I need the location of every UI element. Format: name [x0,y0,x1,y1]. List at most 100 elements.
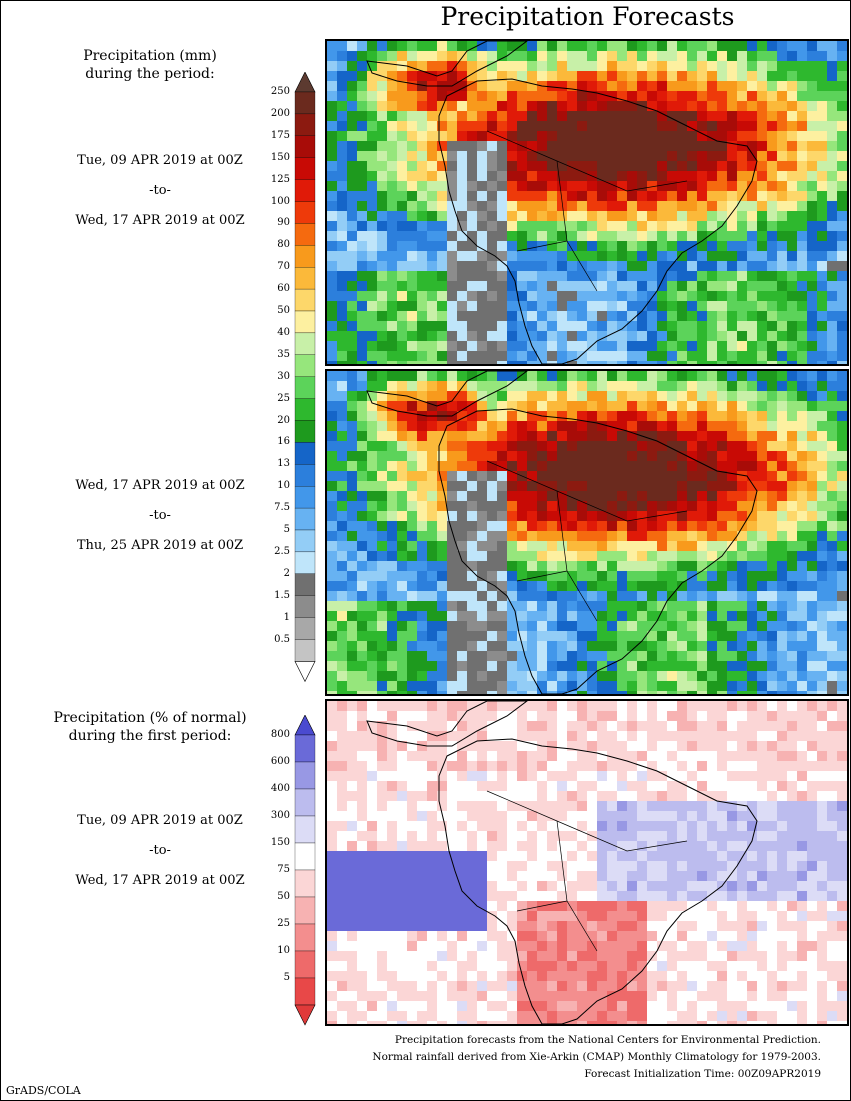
colorbar-swatch [294,91,316,115]
colorbar-swatch [294,617,316,640]
colorbar-swatch [294,310,316,334]
period3-end: Wed, 17 APR 2019 at 00Z [75,873,245,888]
legend-bottom-title-line2: during the first period: [68,728,232,744]
colorbar-swatch [294,734,316,763]
colorbar-tick-label: 10 [277,945,290,956]
period1-end: Wed, 17 APR 2019 at 00Z [75,213,245,228]
footer-line3: Forecast Initialization Time: 00Z09APR20… [584,1068,821,1080]
colorbar-swatch [294,923,316,952]
colorbar-swatch [294,179,316,202]
colorbar-tick-label: 50 [277,891,290,902]
colorbar-swatch [294,595,316,618]
colorbar-tick-label: 60 [277,283,290,295]
colorbar-swatch [294,376,316,399]
colorbar-tick-label: 300 [270,810,290,821]
colorbar-swatch [294,201,316,224]
map-panel-period2 [325,369,849,696]
colorbar-tick-label: 13 [277,458,290,470]
legend-bottom-title: Precipitation (% of normal) during the f… [30,709,270,745]
colorbar-swatch [294,223,316,246]
colorbar-tick-label: 35 [277,348,290,360]
period2-end: Thu, 25 APR 2019 at 00Z [76,538,244,553]
colorbar-bottom-arrow [294,1004,316,1026]
colorbar-tick-label: 1 [283,611,290,623]
colorbar-tick-label: 200 [270,107,290,119]
colorbar-swatch [294,288,316,312]
colorbar-swatch [294,442,316,465]
colorbar-tick-label: 70 [277,261,290,273]
colorbar-swatch [294,896,316,925]
colorbar-tick-label: 2.5 [274,545,290,557]
colorbar-tick-label: 150 [270,151,290,163]
colorbar-tick-label: 5 [283,524,290,535]
colorbar-tick-label: 400 [270,783,290,794]
percent-normal-map [327,701,847,1024]
colorbar-swatch [294,977,316,1006]
colorbar-tick-label: 150 [270,837,290,848]
colorbar-top-arrow [294,715,316,736]
colorbar-swatch [294,135,316,158]
colorbar-tick-label: 40 [277,326,290,338]
colorbar-tick-label: 10 [277,480,290,492]
colorbar-swatch [294,420,316,443]
colorbar-tick-label: 5 [283,972,290,983]
colorbar-tick-label: 125 [270,173,290,185]
colorbar-swatch [294,573,316,596]
percent-normal-colorbar [294,715,316,1026]
colorbar-swatch [294,398,316,421]
map-panel-percent-normal [325,699,849,1026]
colorbar-swatch [294,245,316,268]
colorbar-swatch [294,507,316,531]
colorbar-tick-label: 80 [277,239,290,251]
precip-map-period1 [327,41,847,364]
footer-line2: Normal rainfall derived from Xie-Arkin (… [372,1051,821,1063]
colorbar-tick-label: 2 [283,567,290,579]
legend-bottom-title-line1: Precipitation (% of normal) [53,710,247,726]
colorbar-swatch [294,332,316,355]
colorbar-tick-label: 100 [270,195,290,207]
colorbar-tick-label: 16 [277,436,290,448]
colorbar-tick-label: 1.5 [274,589,290,601]
colorbar-swatch [294,354,316,377]
colorbar-tick-label: 25 [277,392,290,404]
colorbar-swatch [294,950,316,979]
colorbar-swatch [294,869,316,898]
colorbar-tick-label: 250 [270,86,290,97]
period2-start: Wed, 17 APR 2019 at 00Z [75,478,245,493]
colorbar-swatch [294,815,316,844]
colorbar-tick-label: 7.5 [274,502,290,514]
legend-top-title: Precipitation (mm) during the period: [30,47,270,83]
colorbar-swatch [294,639,316,662]
footer-line1: Precipitation forecasts from the Nationa… [394,1034,821,1046]
colorbar-tick-label: 90 [277,217,290,229]
precip-mm-colorbar [294,72,316,683]
colorbar-swatch [294,761,316,790]
grads-credit: GrADS/COLA [6,1084,81,1097]
colorbar-bottom-arrow [294,661,316,683]
colorbar-swatch [294,157,316,180]
colorbar-swatch [294,529,316,553]
period3-start: Tue, 09 APR 2019 at 00Z [77,813,243,828]
colorbar-swatch [294,113,316,136]
colorbar-swatch [294,267,316,290]
colorbar-tick-label: 25 [277,918,290,929]
colorbar-tick-label: 800 [270,729,290,740]
colorbar-tick-label: 50 [277,305,290,316]
page-title: Precipitation Forecasts [440,2,735,31]
legend-top-title-line2: during the period: [85,66,215,82]
legend-top-title-line1: Precipitation (mm) [83,48,217,64]
period3-to: -to- [149,843,171,858]
period2-to: -to- [149,508,171,523]
colorbar-swatch [294,788,316,817]
colorbar-tick-label: 30 [277,370,290,382]
map-panel-period1 [325,39,849,366]
colorbar-tick-label: 0.5 [274,633,290,645]
colorbar-top-arrow [294,72,316,93]
colorbar-swatch [294,486,316,509]
colorbar-tick-label: 175 [270,129,290,141]
precip-map-period2 [327,371,847,694]
colorbar-tick-label: 75 [277,864,290,875]
colorbar-swatch [294,464,316,487]
colorbar-swatch [294,842,316,871]
period1-start: Tue, 09 APR 2019 at 00Z [77,153,243,168]
